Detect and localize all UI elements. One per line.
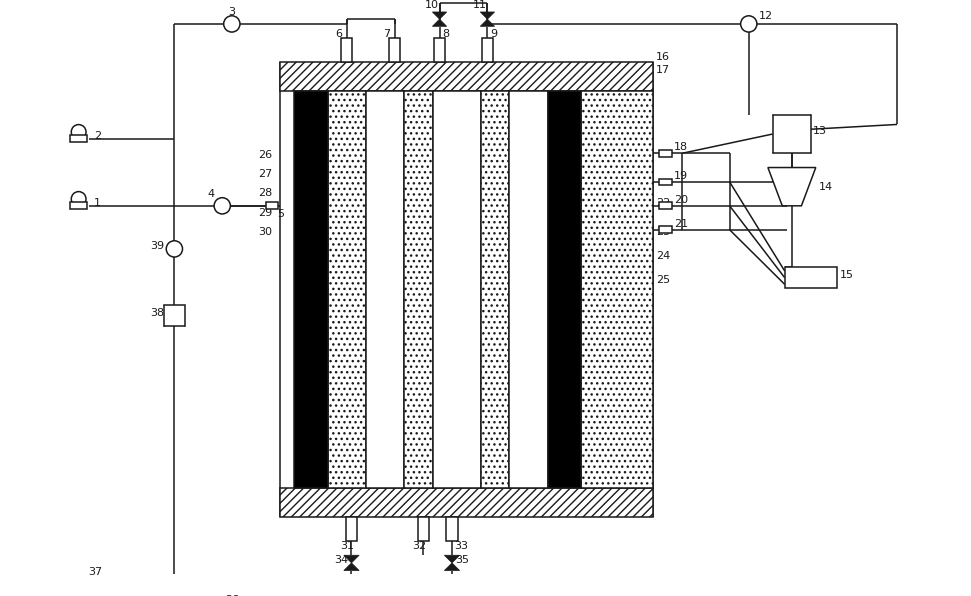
Bar [510,91,548,488]
Polygon shape [344,563,359,570]
Text: 14: 14 [819,182,833,192]
Bar [658,226,672,233]
Text: 4: 4 [208,190,215,199]
Text: 31: 31 [340,541,354,551]
Circle shape [741,16,757,32]
Bar [280,62,653,91]
Polygon shape [445,555,459,563]
Bar [418,517,429,541]
Text: 32: 32 [412,541,426,551]
Circle shape [223,16,240,32]
Bar [294,91,327,488]
Text: 2: 2 [94,131,101,141]
Text: 23: 23 [655,226,670,237]
Bar [482,38,493,62]
Text: 37: 37 [88,567,102,578]
Text: computer: computer [789,271,833,280]
Bar [327,91,366,488]
Text: 29: 29 [257,207,272,218]
Polygon shape [432,12,447,19]
Circle shape [71,125,86,139]
Bar [785,267,837,288]
Bar [346,517,357,541]
Text: 25: 25 [655,275,670,284]
Text: 22: 22 [655,198,670,208]
Text: 34: 34 [334,555,349,565]
Text: 1: 1 [94,198,101,208]
Polygon shape [432,19,447,26]
Text: 7: 7 [384,29,390,39]
Text: 26: 26 [258,150,272,160]
Text: 36: 36 [225,595,239,596]
Bar [366,91,404,488]
Bar [582,91,653,488]
Text: 12: 12 [758,11,773,21]
Bar [266,203,278,209]
Text: 9: 9 [490,29,497,39]
Text: 16: 16 [655,52,670,63]
Bar [388,38,400,62]
Text: 10: 10 [425,0,439,10]
Text: 11: 11 [473,0,487,10]
Text: 30: 30 [258,226,272,237]
Bar [164,305,184,327]
Polygon shape [344,555,359,563]
Polygon shape [103,578,126,596]
Text: 5: 5 [277,209,284,219]
Bar [70,201,87,209]
Bar [434,38,446,62]
Bar [433,91,481,488]
Text: 20: 20 [674,195,688,205]
Text: 13: 13 [813,126,827,136]
Text: 3: 3 [228,7,235,17]
Polygon shape [481,12,494,19]
Text: 33: 33 [453,541,468,551]
Text: 35: 35 [454,555,469,565]
Circle shape [71,191,86,206]
Text: 19: 19 [674,171,688,181]
Bar [658,203,672,209]
Text: 38: 38 [151,308,164,318]
Bar [481,91,510,488]
Bar [404,91,433,488]
Bar [773,115,811,153]
Circle shape [223,579,240,595]
Bar [548,91,582,488]
Text: 28: 28 [257,188,272,198]
Text: 6: 6 [335,29,342,39]
Bar [658,150,672,157]
Text: 24: 24 [655,250,670,260]
Bar [280,488,653,517]
Bar [70,135,87,142]
Bar [341,38,352,62]
Text: 27: 27 [257,169,272,179]
Circle shape [214,198,230,214]
Text: 8: 8 [443,29,450,39]
Polygon shape [768,167,816,206]
Polygon shape [445,563,459,570]
Text: 39: 39 [151,241,164,251]
Bar [447,517,457,541]
Text: 17: 17 [655,65,670,75]
Text: 21: 21 [674,219,688,229]
Bar [658,179,672,185]
Text: 18: 18 [674,142,688,153]
Polygon shape [481,19,494,26]
Circle shape [166,241,183,257]
Text: 15: 15 [840,270,854,280]
